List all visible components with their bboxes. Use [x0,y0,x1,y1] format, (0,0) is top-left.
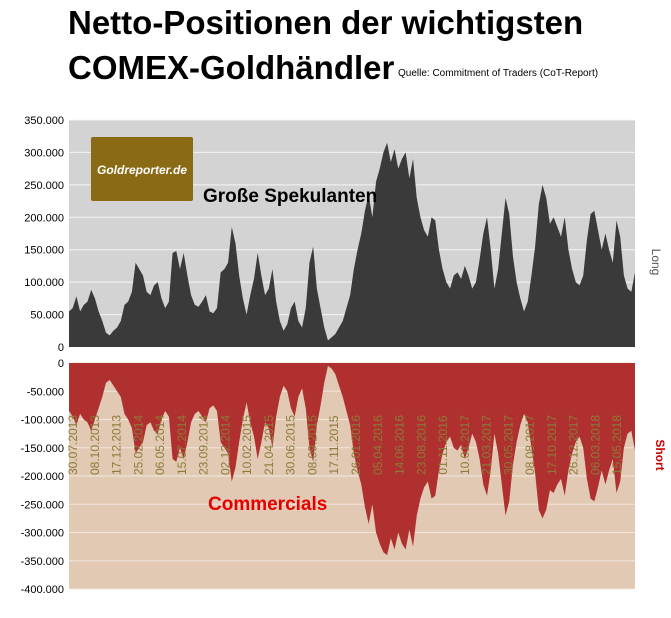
x-tick-label: 10.02.2015 [240,415,254,475]
title-line-2: COMEX-Goldhändler [68,49,395,86]
source-note: Quelle: Commitment of Traders (CoT-Repor… [398,68,599,79]
long-side-label: Long [649,249,663,276]
y-tick-label-lower: 0 [58,358,64,370]
y-tick-label-upper: 50.000 [30,310,64,322]
x-tick-label: 06.03.2018 [588,415,602,475]
x-tick-label: 23.08.2016 [414,415,428,475]
x-tick-labels: 30.07.2013 08.10.2013 17.12.2013 25.02.2014… [66,415,624,475]
y-tick-label-lower: -200.000 [21,471,64,483]
x-tick-label: 10.01.2017 [458,415,472,475]
x-tick-label: 01.11.2016 [436,415,450,474]
x-tick-label: 08.08.2017 [523,415,537,475]
lower-y-ticks: -400.000 -350.000 -300.000 -250.000 -200.000… [21,358,64,596]
y-tick-label-upper: 350.000 [24,115,64,127]
series-label-speculators: Große Spekulanten [203,186,377,207]
x-tick-label: 17.10.2017 [545,415,559,475]
x-tick-label: 21.03.2017 [480,415,494,475]
x-tick-label: 06.05.2014 [153,415,167,475]
x-tick-label: 14.06.2016 [393,415,407,475]
y-tick-label-upper: 200.000 [24,212,64,224]
x-tick-label: 15.05.2018 [610,415,624,475]
y-tick-label-lower: -150.000 [21,443,64,455]
x-tick-label: 23.09.2014 [197,415,211,475]
x-tick-label: 05.04.2016 [371,415,385,475]
x-tick-label: 30.05.2017 [501,415,515,475]
x-tick-label: 30.06.2015 [284,415,298,475]
y-tick-label-upper: 300.000 [24,147,64,159]
x-tick-label: 02.12.2014 [218,415,232,475]
x-tick-label: 30.07.2013 [66,415,80,475]
y-tick-label-lower: -50.000 [27,386,64,398]
y-tick-label-lower: -400.000 [21,584,64,596]
y-tick-label-lower: -100.000 [21,415,64,427]
x-tick-label: 21.04.2015 [262,415,276,475]
y-tick-label-lower: -350.000 [21,556,64,568]
x-tick-label: 08.10.2013 [88,415,102,475]
logo-text: Goldreporter.de [97,163,187,177]
title-line-1: Netto-Positionen der wichtigsten [68,4,584,41]
short-side-label: Short [653,439,667,470]
x-tick-label: 15.07.2014 [175,415,189,475]
y-tick-label-lower: -300.000 [21,528,64,540]
x-tick-label: 26.01.2016 [349,415,363,475]
upper-y-ticks: 0 50.000 100.000 150.000 200.000 250.000 300.0… [24,115,64,354]
x-tick-label: 25.02.2014 [131,415,145,475]
x-tick-label: 17.12.2013 [110,415,124,475]
y-tick-label-upper: 100.000 [24,277,64,289]
x-tick-label: 17.11.2015 [327,415,341,474]
series-label-commercials: Commercials [208,494,327,515]
long-area-series [69,142,635,347]
y-tick-label-upper: 250.000 [24,180,64,192]
short-area-series [69,363,635,556]
y-tick-label-upper: 0 [58,342,64,354]
y-tick-label-lower: -250.000 [21,499,64,511]
y-tick-label-upper: 150.000 [24,245,64,257]
goldreporter-logo: Goldreporter.de [91,137,193,201]
x-tick-label: 08.09.2015 [305,415,319,475]
x-tick-label: 26.12.2017 [567,415,581,475]
